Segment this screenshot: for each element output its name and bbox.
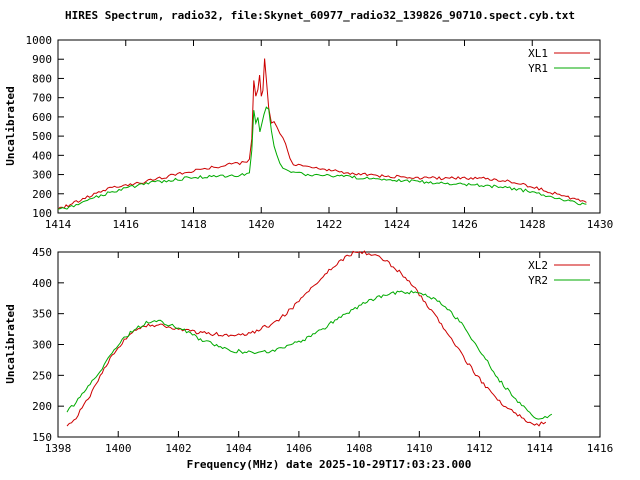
y-tick-label: 200 bbox=[32, 188, 52, 201]
y-tick-label: 400 bbox=[32, 277, 52, 290]
x-tick-label: 1410 bbox=[406, 442, 433, 455]
x-axis-label: Frequency(MHz) date 2025-10-29T17:03:23.… bbox=[187, 458, 472, 471]
y-tick-label: 900 bbox=[32, 53, 52, 66]
y-tick-label: 450 bbox=[32, 246, 52, 259]
x-tick-label: 1426 bbox=[451, 218, 478, 231]
legend-label-XL1: XL1 bbox=[528, 47, 548, 60]
y-tick-label: 600 bbox=[32, 111, 52, 124]
x-tick-label: 1430 bbox=[587, 218, 614, 231]
y-axis-label-top: Uncalibrated bbox=[4, 86, 17, 165]
x-tick-label: 1414 bbox=[45, 218, 72, 231]
x-tick-label: 1420 bbox=[248, 218, 275, 231]
x-tick-label: 1412 bbox=[466, 442, 493, 455]
y-tick-label: 700 bbox=[32, 92, 52, 105]
y-tick-label: 500 bbox=[32, 130, 52, 143]
x-tick-label: 1422 bbox=[316, 218, 343, 231]
legend-label-YR2: YR2 bbox=[528, 274, 548, 287]
legend-label-YR1: YR1 bbox=[528, 62, 548, 75]
x-tick-label: 1404 bbox=[225, 442, 252, 455]
y-tick-label: 250 bbox=[32, 369, 52, 382]
plot-title: HIRES Spectrum, radio32, file:Skynet_609… bbox=[65, 9, 575, 22]
legend-label-XL2: XL2 bbox=[528, 259, 548, 272]
y-tick-label: 1000 bbox=[26, 34, 53, 47]
series-line-XL2 bbox=[66, 250, 547, 427]
x-tick-label: 1414 bbox=[527, 442, 554, 455]
series-line-XL1 bbox=[57, 58, 587, 210]
series-line-YR1 bbox=[57, 106, 587, 210]
y-tick-label: 300 bbox=[32, 169, 52, 182]
bottom-chart: 1398 1400 1402 1404 1406 1408 1410 1412 1414 1416… bbox=[32, 246, 613, 455]
y-tick-label: 150 bbox=[32, 431, 52, 444]
plot-border bbox=[57, 39, 601, 214]
x-tick-label: 1398 bbox=[45, 442, 72, 455]
y-tick-label: 100 bbox=[32, 207, 52, 220]
top-chart: 1414 1416 1418 1420 1422 1424 1426 1428 1430 100 2… bbox=[26, 34, 614, 231]
y-tick-label: 300 bbox=[32, 339, 52, 352]
x-tick-label: 1416 bbox=[587, 442, 614, 455]
y-tick-label: 400 bbox=[32, 149, 52, 162]
x-tick-label: 1418 bbox=[180, 218, 207, 231]
x-tick-label: 1400 bbox=[105, 442, 132, 455]
x-tick-label: 1416 bbox=[113, 218, 140, 231]
plot-border bbox=[57, 251, 601, 438]
x-tick-label: 1408 bbox=[346, 442, 373, 455]
y-tick-label: 200 bbox=[32, 400, 52, 413]
x-tick-label: 1424 bbox=[384, 218, 411, 231]
y-tick-label: 350 bbox=[32, 308, 52, 321]
y-axis-label-bottom: Uncalibrated bbox=[4, 304, 17, 383]
series-line-YR2 bbox=[66, 290, 553, 420]
x-tick-label: 1402 bbox=[165, 442, 192, 455]
y-tick-label: 800 bbox=[32, 72, 52, 85]
x-tick-label: 1428 bbox=[519, 218, 546, 231]
x-tick-label: 1406 bbox=[286, 442, 313, 455]
